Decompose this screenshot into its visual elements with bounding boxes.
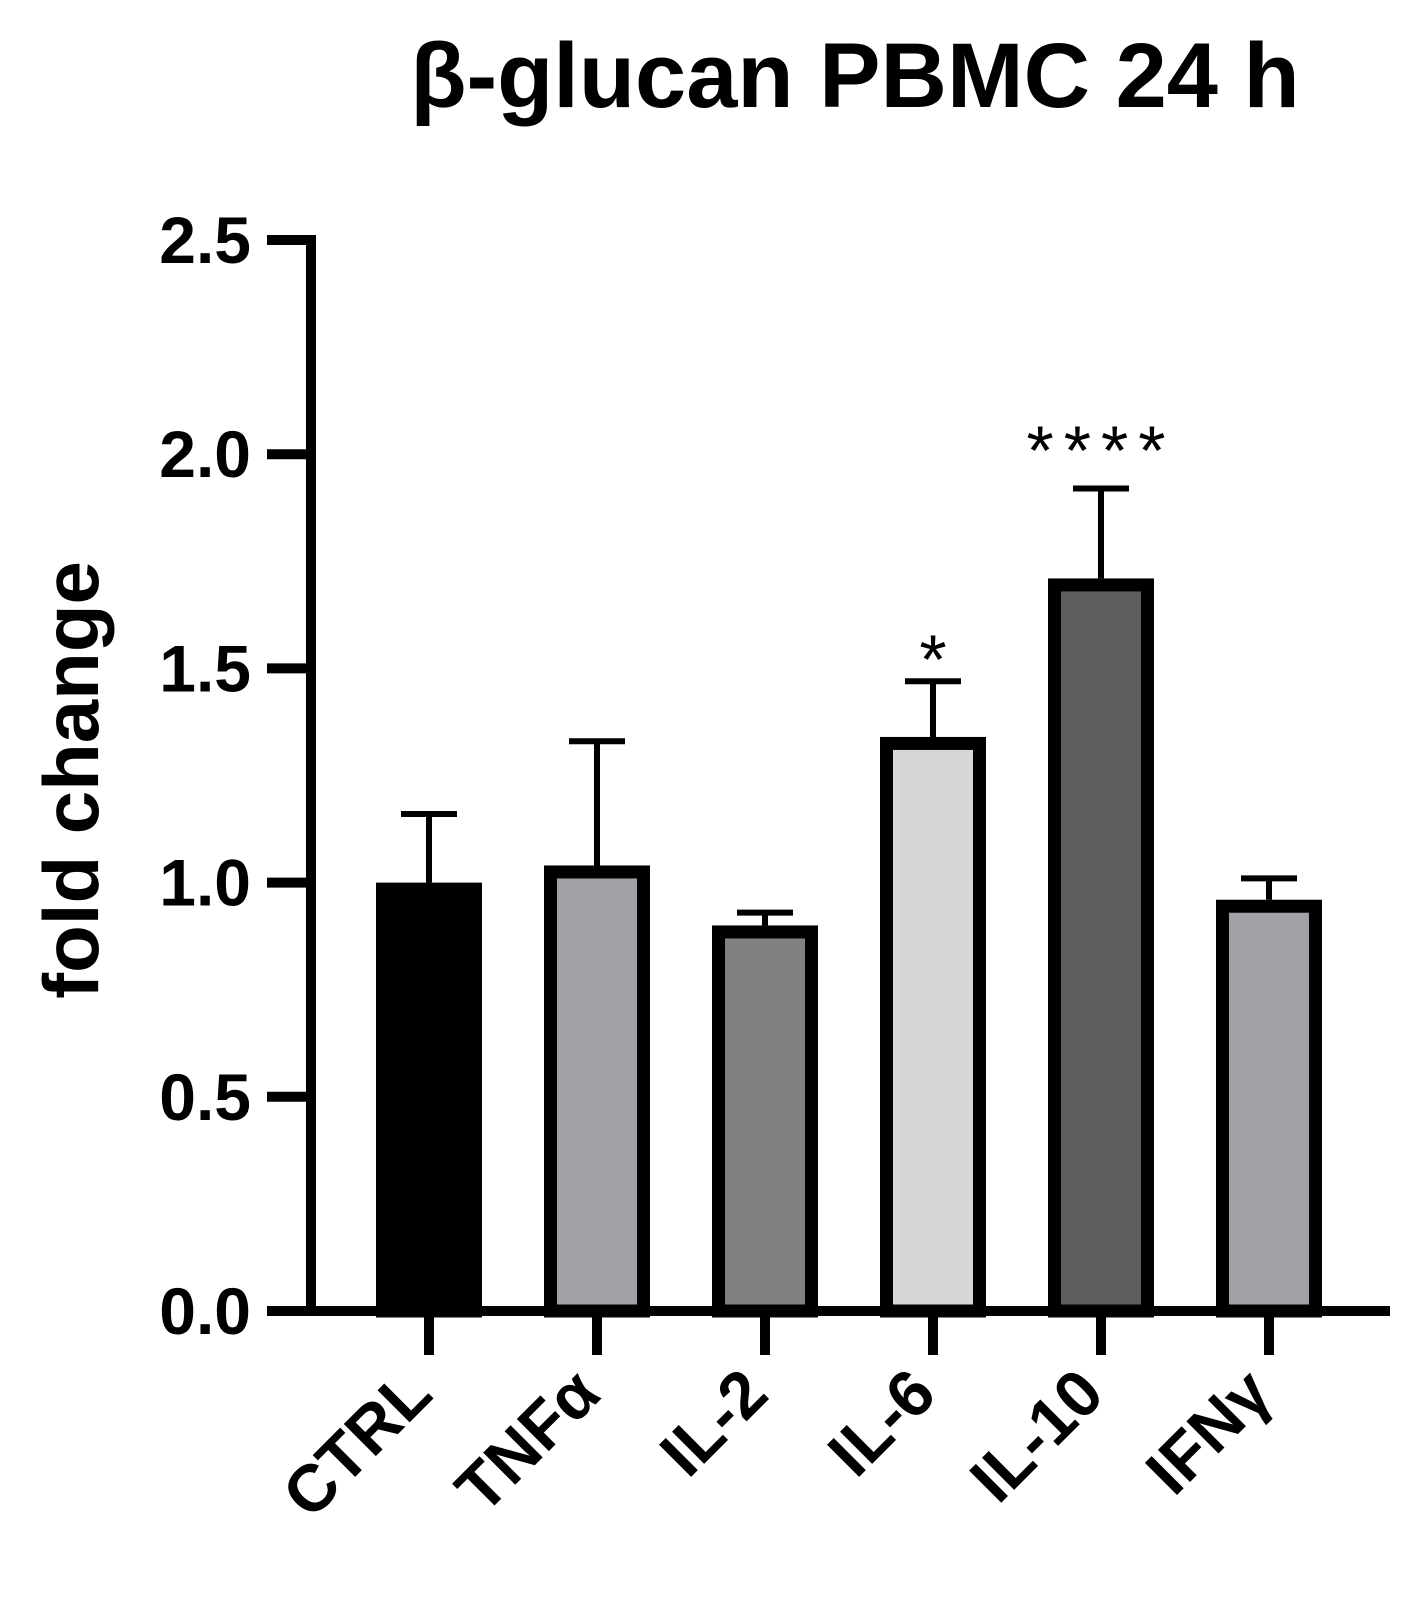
bar-IL-10 (1048, 578, 1154, 1318)
y-tick-label: 1.5 (159, 631, 251, 705)
bar-CTRL (376, 882, 482, 1318)
x-tick-label-IL-6: IL-6 (814, 1355, 949, 1490)
significance-label-IL-10: **** (1027, 411, 1176, 489)
x-tick-label-CTRL: CTRL (268, 1355, 445, 1532)
bars-layer (376, 578, 1322, 1318)
error-bar-IL-10 (1073, 485, 1129, 579)
chart-title: β-glucan PBMC 24 h (410, 25, 1299, 127)
bar-TNFα (544, 865, 650, 1318)
error-bar-CTRL (401, 811, 457, 883)
error-bars-layer (401, 485, 1297, 926)
error-bar-IFNγ (1241, 875, 1297, 900)
bar-IL-2 (712, 925, 818, 1318)
x-tick-label-IL-10: IL-10 (956, 1355, 1117, 1516)
significance-annotations: ***** (919, 411, 1176, 698)
error-bar-IL-6 (905, 678, 961, 737)
y-tick-label: 0.5 (159, 1060, 251, 1134)
error-bar-IL-2 (737, 909, 793, 926)
significance-label-IL-6: * (919, 620, 946, 698)
y-tick-label: 1.0 (159, 846, 251, 920)
y-tick-label: 2.0 (159, 417, 251, 491)
y-axis-label: fold change (27, 561, 115, 999)
y-tick-label: 2.5 (159, 203, 251, 277)
x-tick-label-TNFα: TNFα (441, 1355, 613, 1527)
x-tick-label-IFNγ: IFNγ (1131, 1354, 1285, 1508)
bar-IFNγ (1216, 899, 1322, 1318)
axes (306, 235, 1390, 1316)
y-axis-ticks: 0.0 0.5 1.0 1.5 2.0 2.5 (159, 203, 311, 1348)
error-bar-TNFα (569, 738, 625, 866)
bar-IL-6 (880, 736, 986, 1318)
y-tick-label: 0.0 (159, 1274, 251, 1348)
x-tick-label-IL-2: IL-2 (646, 1355, 781, 1490)
